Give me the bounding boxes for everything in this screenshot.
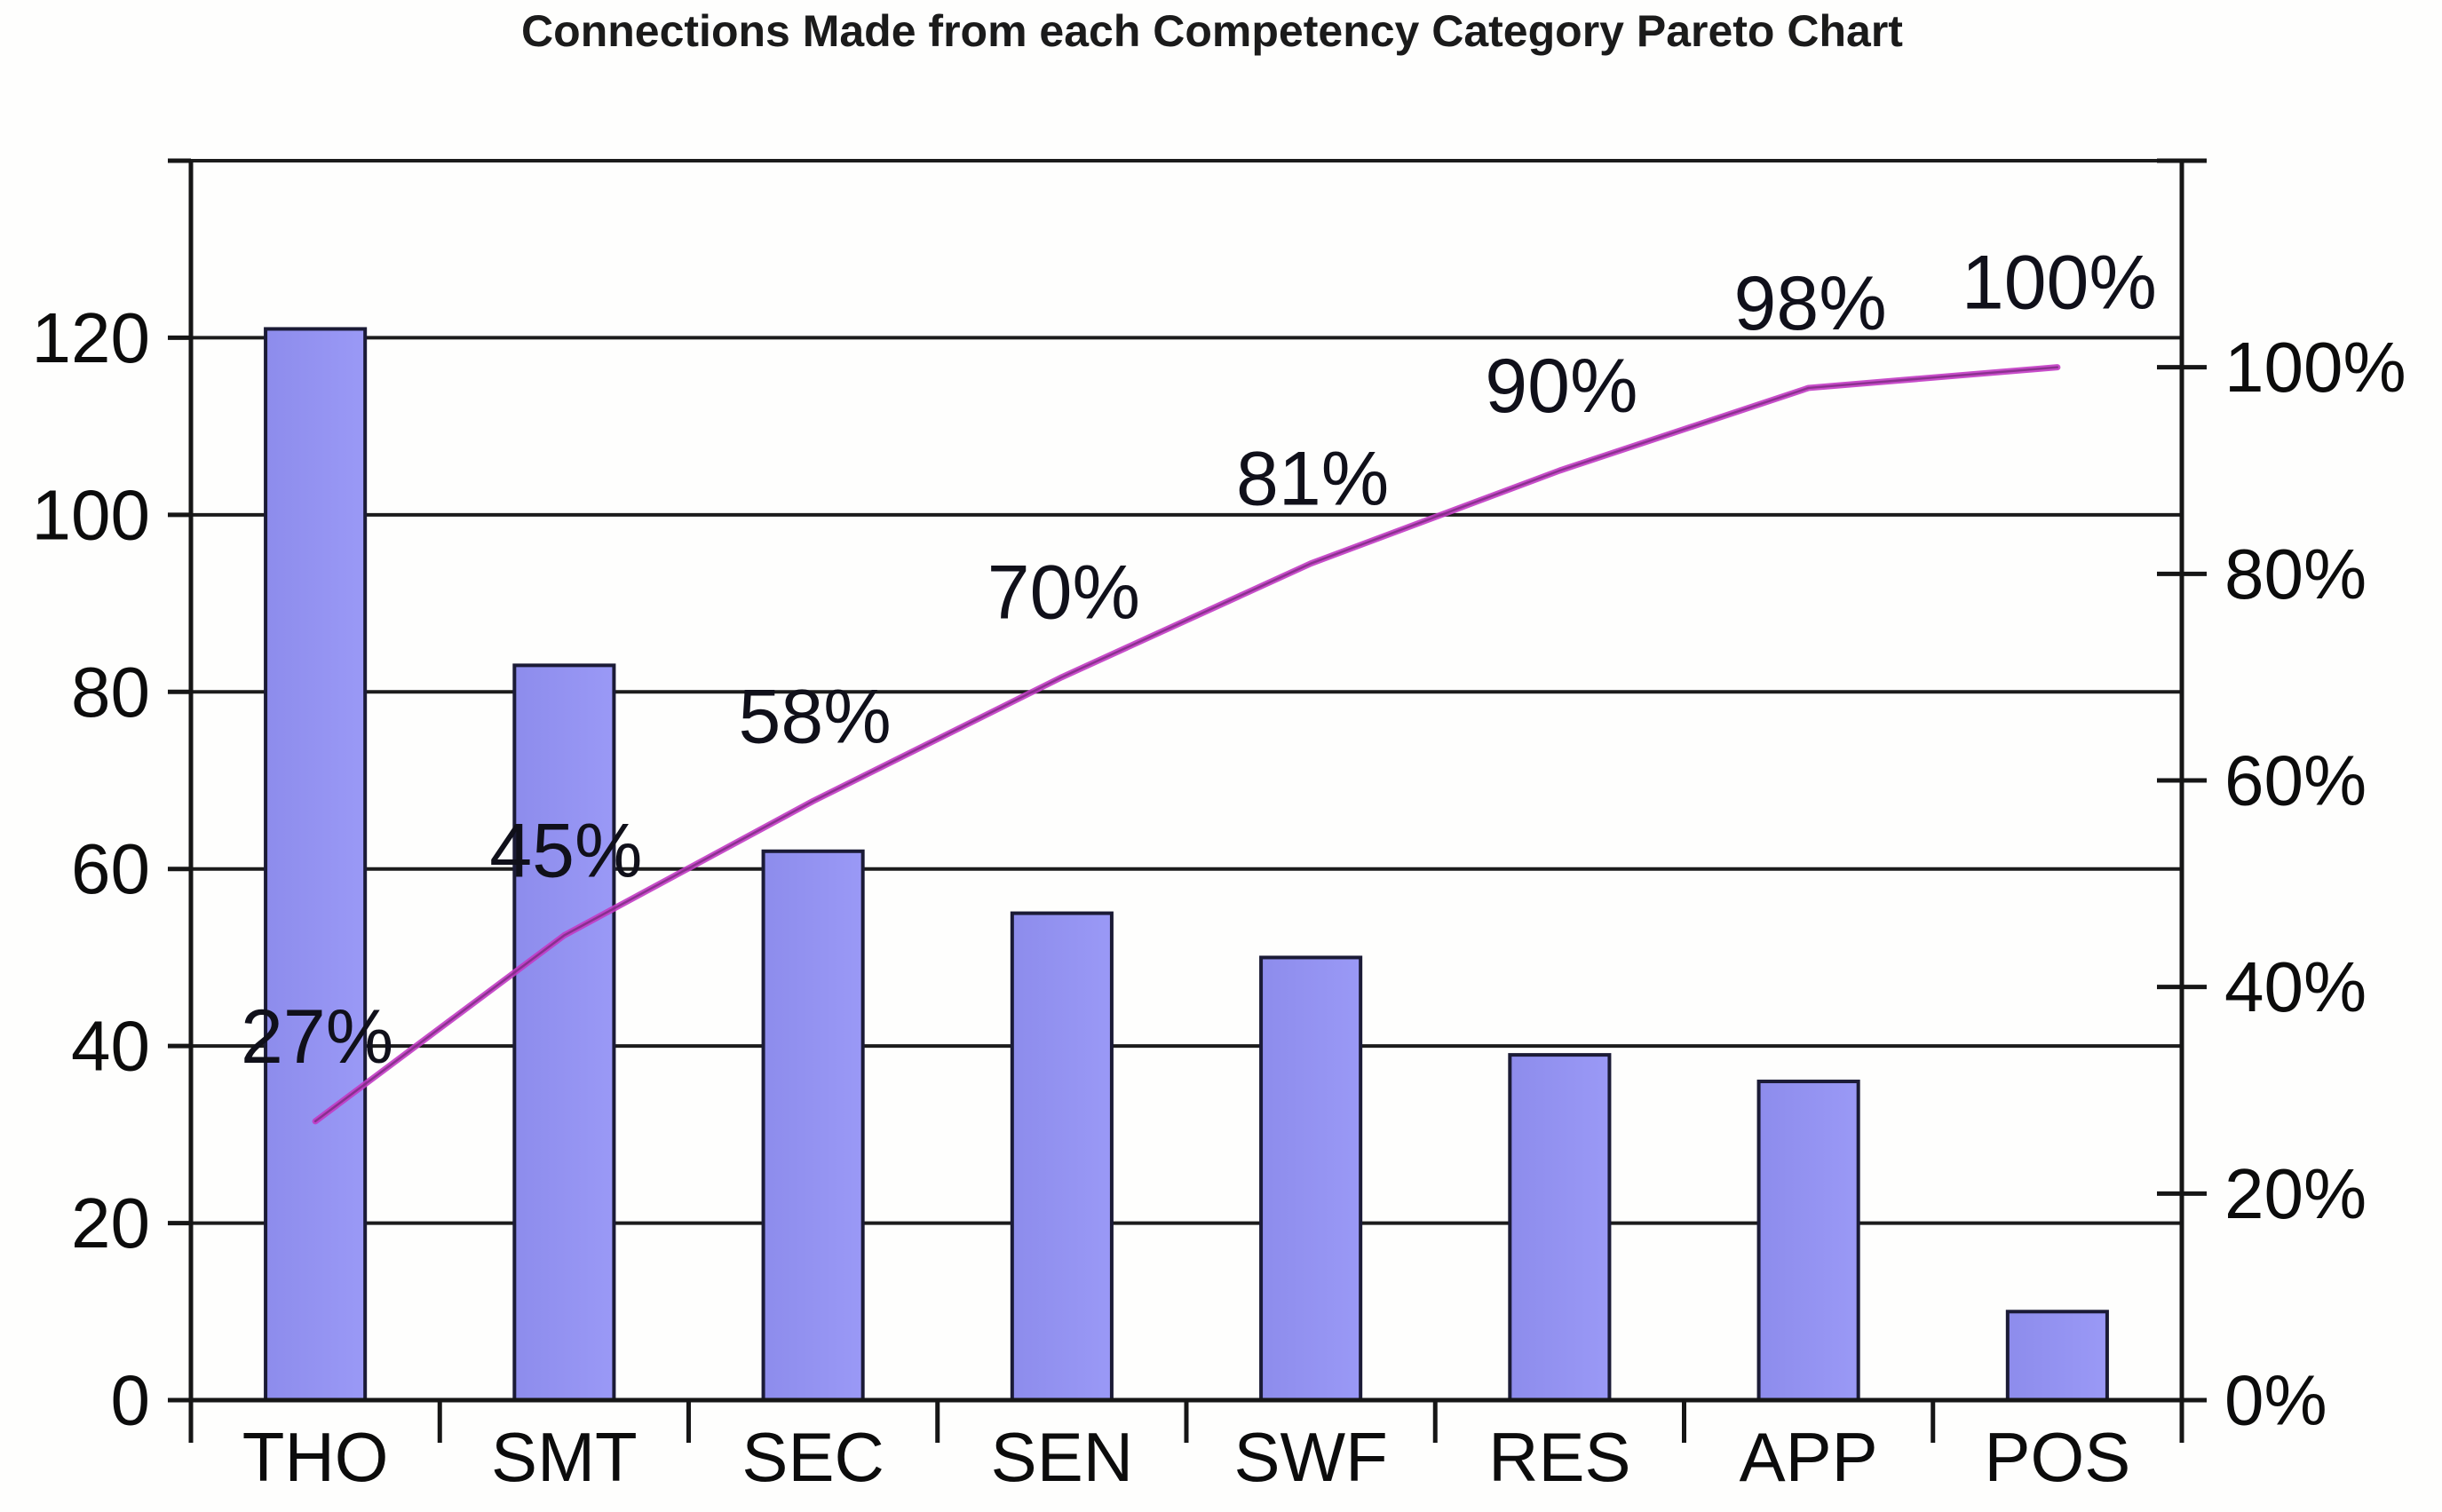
category-label-APP: APP [1740,1418,1878,1496]
category-label-SEC: SEC [741,1418,884,1496]
category-label-RES: RES [1488,1418,1630,1496]
category-label-POS: POS [1985,1418,2131,1496]
cumulative-label-RES: 90% [1485,344,1637,429]
cumulative-label-THO: 27% [241,994,393,1080]
category-label-SMT: SMT [491,1418,638,1496]
left-axis-label: 80 [71,653,150,732]
right-axis-label: 60% [2224,741,2367,820]
bar-RES [1508,1053,1612,1402]
category-label-SEN: SEN [991,1418,1133,1496]
left-axis-label: 40 [71,1007,150,1086]
right-axis-label: 80% [2224,534,2367,614]
cumulative-label-APP: 98% [1734,261,1887,346]
left-axis-label: 20 [71,1183,150,1263]
left-axis-label: 120 [32,298,150,377]
cumulative-label-SWF: 81% [1236,437,1389,522]
cumulative-line-core [313,366,2059,1123]
cumulative-label-SMT: 45% [489,809,642,894]
cumulative-label-SEN: 70% [987,550,1140,636]
bar-SMT [512,663,616,1402]
right-axis-label: 40% [2224,947,2367,1026]
right-axis-label: 0% [2224,1361,2327,1440]
cumulative-label-SEC: 58% [739,674,892,759]
category-label-THO: THO [242,1418,389,1496]
cumulative-label-POS: 100% [1962,241,2157,326]
bar-SWF [1259,955,1363,1403]
bar-SEC [761,849,865,1402]
chart-title: Connections Made from each Competency Ca… [521,6,1903,56]
bar-APP [1756,1080,1860,1402]
category-label-SWF: SWF [1233,1418,1387,1496]
left-axis-label: 0 [111,1361,151,1440]
left-axis-label: 60 [71,829,150,908]
right-axis-label: 100% [2224,328,2406,407]
bar-POS [2005,1310,2109,1403]
bar-THO [264,327,368,1402]
bar-SEN [1010,911,1114,1402]
right-axis-label: 20% [2224,1154,2367,1233]
left-axis-label: 100 [32,475,150,554]
